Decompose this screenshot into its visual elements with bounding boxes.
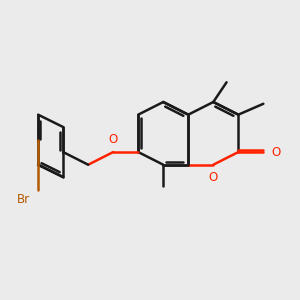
Text: Br: Br	[17, 193, 30, 206]
Text: O: O	[109, 133, 118, 146]
Text: O: O	[209, 171, 218, 184]
Text: O: O	[272, 146, 281, 159]
